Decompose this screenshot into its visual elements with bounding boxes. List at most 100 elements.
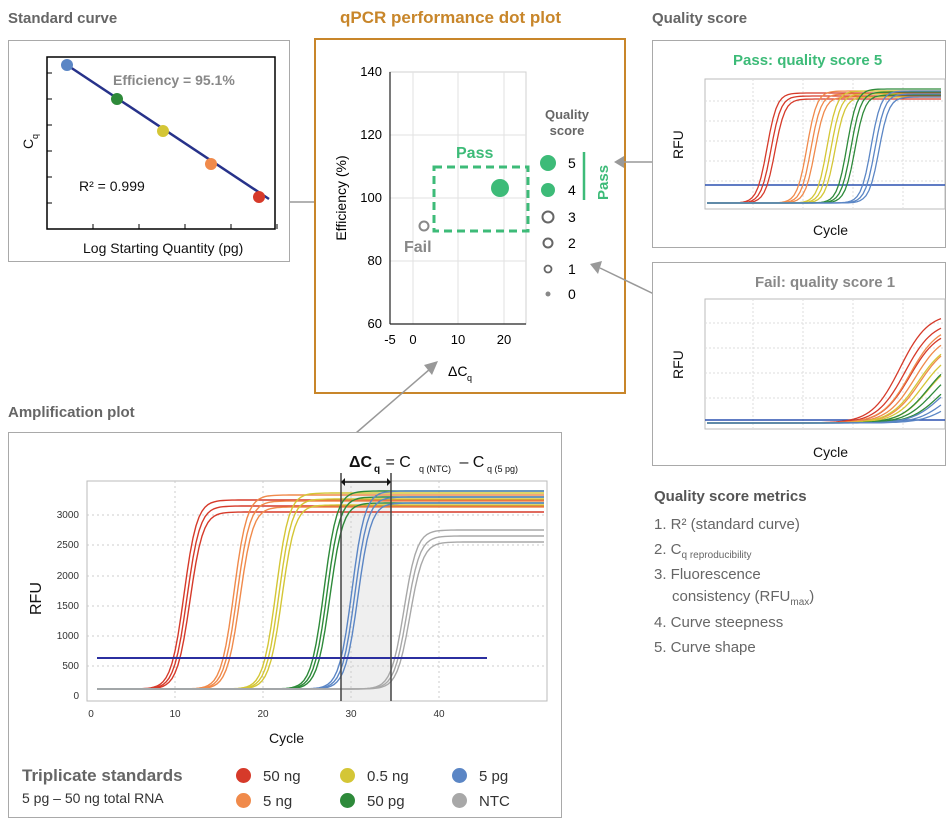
qs-3-marker <box>541 210 555 224</box>
amp-ytick: 0 <box>73 691 79 702</box>
svg-text:q: q <box>30 134 40 139</box>
sc-xlabel: Log Starting Quantity (pg) <box>83 240 243 256</box>
dp-ytick: 120 <box>360 127 382 142</box>
amp-ytick: 1500 <box>57 601 80 612</box>
standard-curve-panel: Efficiency = 95.1% R² = 0.999 Log Starti… <box>8 40 290 262</box>
sc-ylabel: C <box>20 139 36 149</box>
fail-dot <box>418 220 430 232</box>
legend-item: NTC <box>452 793 510 810</box>
amp-ytick: 2500 <box>57 540 80 551</box>
metrics-title: Quality score metrics <box>654 488 807 505</box>
metric-1: 1. R² (standard curve) <box>654 516 800 533</box>
legend-label: 50 pg <box>367 793 405 810</box>
quality-pass-panel: Pass: quality score 5 Cycle RFU <box>652 40 946 248</box>
legend-title: Triplicate standards <box>22 766 183 785</box>
legend-swatch <box>236 768 251 783</box>
dp-xtick: 20 <box>497 332 511 347</box>
svg-text:q: q <box>467 373 472 383</box>
legend-item: 0.5 ng <box>340 768 409 785</box>
dp-xlabel: ΔC <box>448 363 467 379</box>
legend-item: 5 pg <box>452 768 508 785</box>
svg-text:q: q <box>374 464 380 475</box>
dp-xtick: -5 <box>384 332 396 347</box>
amp-ytick: 1000 <box>57 631 80 642</box>
quality-fail-panel: Fail: quality score 1 Cycle RFU <box>652 262 946 466</box>
legend-swatch <box>236 793 251 808</box>
amp-xtick: 10 <box>169 709 181 720</box>
legend-item: 5 ng <box>236 793 292 810</box>
legend-label: 5 pg <box>479 768 509 785</box>
amp-xtick: 40 <box>433 709 445 720</box>
amp-ytick: 2000 <box>57 571 80 582</box>
amp-xtick: 30 <box>345 709 357 720</box>
amplification-panel: ΔC q = C q (NTC) – C q (5 pg) 3000 2500 … <box>8 432 562 818</box>
amplification-curve <box>707 96 941 204</box>
legend-item: 50 pg <box>340 793 405 810</box>
metric-3: 3. Fluorescence <box>654 566 761 583</box>
standard-curve-chart: Efficiency = 95.1% R² = 0.999 Log Starti… <box>20 56 278 256</box>
amp-ytick: 3000 <box>57 510 80 521</box>
point-5ng <box>205 158 217 170</box>
dotplot-chart: 140 120 100 80 60 -5 0 10 20 ΔC q Effici… <box>333 64 612 383</box>
qs-5-marker <box>540 155 556 171</box>
dp-ytick: 140 <box>360 64 382 79</box>
amplification-chart: ΔC q = C q (NTC) – C q (5 pg) 3000 2500 … <box>28 454 548 746</box>
qf-ylabel: RFU <box>670 350 686 379</box>
qs-label: 5 <box>568 155 576 171</box>
pass-header: Pass: quality score 5 <box>733 52 882 69</box>
dp-ytick: 60 <box>368 316 382 331</box>
amplification-title: Amplification plot <box>8 404 135 421</box>
legend-swatch <box>452 768 467 783</box>
amp-xtick: 0 <box>88 709 94 720</box>
legend-subtitle: 5 pg – 50 ng total RNA <box>22 790 164 806</box>
amplification-curve <box>97 511 544 690</box>
qs-header: Quality <box>545 107 590 122</box>
dp-ylabel: Efficiency (%) <box>333 155 349 240</box>
qs-4-marker <box>541 183 555 197</box>
amplification-curve <box>707 92 941 204</box>
r2-label: R² = 0.999 <box>79 178 145 194</box>
dp-ytick: 80 <box>368 253 382 268</box>
metric-3-cont: consistency (RFUmax) <box>672 588 815 608</box>
amp-ytick: 500 <box>62 661 79 672</box>
dotplot-panel: 140 120 100 80 60 -5 0 10 20 ΔC q Effici… <box>314 38 626 394</box>
fail-label: Fail <box>404 239 432 256</box>
qs-label: 1 <box>568 261 576 277</box>
qf-xlabel: Cycle <box>813 444 848 460</box>
dp-ytick: 100 <box>360 190 382 205</box>
svg-text:– C: – C <box>455 454 484 471</box>
legend-label: 50 ng <box>263 768 301 785</box>
pass-region <box>432 165 530 233</box>
legend-item: 50 ng <box>236 768 301 785</box>
qs-label: 0 <box>568 286 576 302</box>
amp-xtick: 20 <box>257 709 269 720</box>
metric-4: 4. Curve steepness <box>654 614 784 631</box>
pass-dot <box>491 179 509 197</box>
dotplot-title: qPCR performance dot plot <box>340 8 562 27</box>
metric-5: 5. Curve shape <box>654 639 756 656</box>
metric-2: 2. Cq reproducibility <box>654 541 752 561</box>
amplification-curve <box>707 410 942 424</box>
legend-label: 0.5 ng <box>367 768 409 785</box>
delta-cq-shade <box>341 481 391 701</box>
qs-label: 2 <box>568 235 576 251</box>
point-50ng <box>253 191 265 203</box>
point-0-5ng <box>157 125 169 137</box>
amp-xlabel: Cycle <box>269 730 304 746</box>
standard-curve-title: Standard curve <box>8 10 118 27</box>
point-50pg <box>111 93 123 105</box>
legend-swatch <box>340 768 355 783</box>
qs-header: score <box>550 123 585 138</box>
quality-fail-chart: Fail: quality score 1 Cycle RFU <box>670 274 946 460</box>
delta-formula: ΔC <box>349 454 373 471</box>
qp-xlabel: Cycle <box>813 222 848 238</box>
legend-label: NTC <box>479 793 510 810</box>
efficiency-label: Efficiency = 95.1% <box>113 72 235 88</box>
legend-swatch <box>452 793 467 808</box>
quality-pass-chart: Pass: quality score 5 Cycle RFU <box>670 52 946 238</box>
qp-ylabel: RFU <box>670 130 686 159</box>
amp-ylabel: RFU <box>28 582 45 615</box>
qs-label: 3 <box>568 209 576 225</box>
pass-label: Pass <box>456 145 493 162</box>
pass-vertical-label: Pass <box>595 165 612 200</box>
